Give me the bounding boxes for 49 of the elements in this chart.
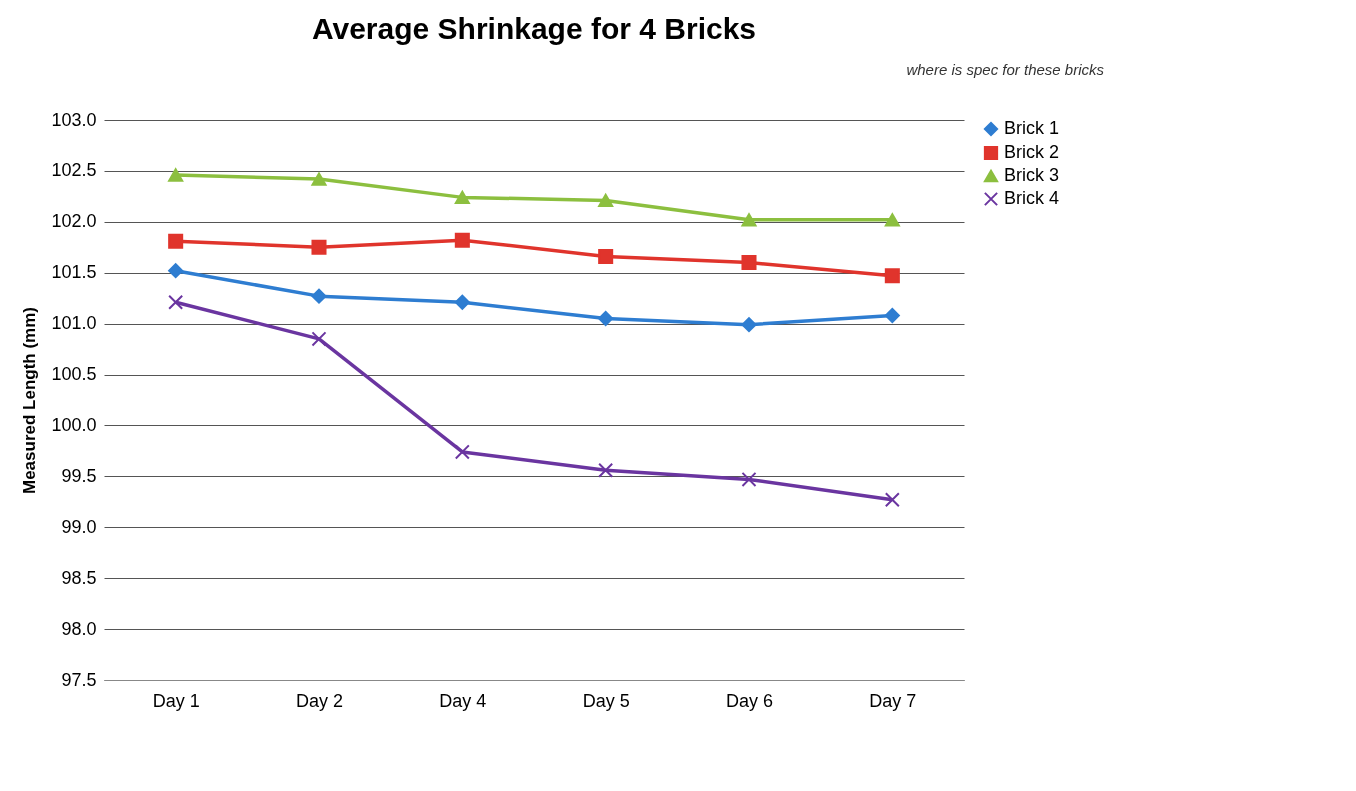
point [454,444,470,460]
y-tick-label: 97.5 [61,669,97,690]
point [168,294,184,310]
y-tick-label: 99.5 [61,465,97,486]
x-tick-label: Day 1 [152,690,200,711]
chart-title: Average Shrinkage for 4 Bricks [311,12,757,45]
legend-label: Brick 3 [1004,165,1060,185]
y-tick-label: 98.0 [61,618,97,639]
point [598,248,614,264]
point [884,213,900,227]
legend-label: Brick 2 [1004,142,1060,162]
y-tick-label: 98.5 [61,567,97,588]
y-tick-label: 100.5 [51,364,97,385]
point [741,471,757,487]
point [168,168,184,182]
y-tick-label: 101.0 [51,313,97,334]
x-tick-label: Day 7 [869,690,917,711]
legend-label: Brick 1 [1004,118,1060,138]
point [311,239,327,255]
point [311,331,327,347]
point [168,263,184,279]
point [741,213,757,227]
point [598,462,614,478]
x-tick-label: Day 5 [582,690,630,711]
point [741,317,757,333]
point [454,232,470,248]
x-tick-label: Day 2 [295,690,344,711]
point [884,492,900,508]
point [454,190,470,205]
y-tick-label: 99.0 [61,516,97,537]
y-tick-label: 103.0 [51,109,97,130]
x-tick-label: Day 4 [439,690,487,711]
point [741,255,757,271]
legend-label: Brick 4 [1004,188,1060,208]
y-axis-title: Measured Length (mm) [20,306,40,495]
x-tick-label: Day 6 [725,690,774,711]
point [598,193,614,208]
y-tick-label: 102.5 [51,160,97,181]
point [598,311,614,327]
point [454,294,470,310]
y-tick-label: 101.5 [51,262,97,283]
point [311,172,327,186]
point [168,233,184,249]
y-tick-label: 100.0 [51,414,97,435]
point [311,288,327,304]
point [884,307,900,324]
y-tick-label: 102.0 [51,211,97,232]
point [884,268,900,284]
text: where is spec for these bricks [906,61,1105,78]
